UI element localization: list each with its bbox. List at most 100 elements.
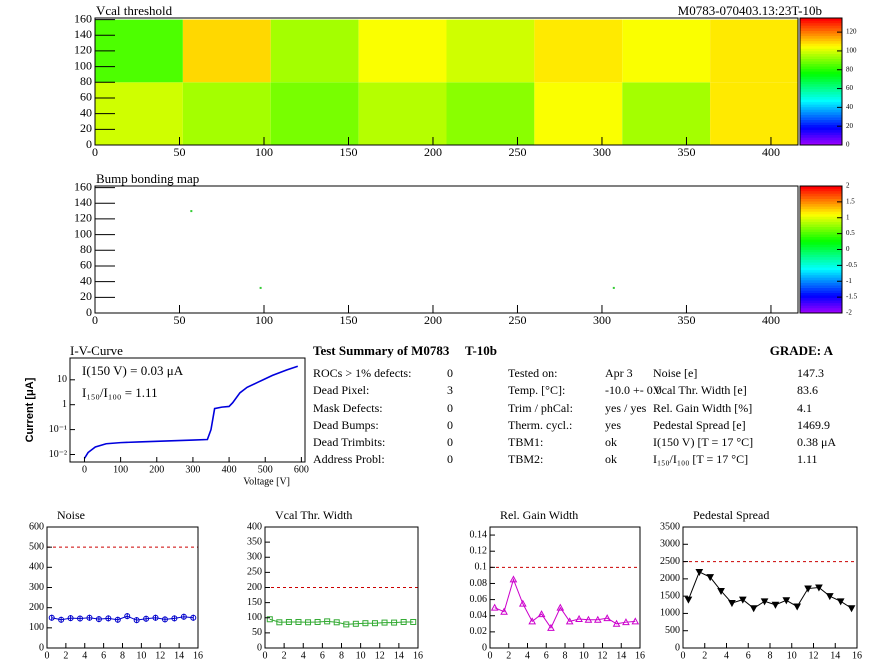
heatmap-cell xyxy=(270,19,359,83)
x-tick-label: 0 xyxy=(263,650,268,661)
colorbar-step xyxy=(800,201,842,205)
summary-value: 1.11 xyxy=(797,452,818,466)
y-tick-label: 10 xyxy=(57,374,67,385)
heatmap-cell xyxy=(446,19,535,83)
summary-value: 0 xyxy=(447,366,453,380)
y-tick-label: 60 xyxy=(80,258,92,272)
colorbar-step xyxy=(800,96,842,100)
colorbar-step xyxy=(800,109,842,113)
colorbar-step xyxy=(800,287,842,291)
colorbar-step xyxy=(800,292,842,296)
y-tick-label: 2000 xyxy=(660,573,680,584)
colorbar-step xyxy=(800,241,842,245)
marker xyxy=(847,605,856,613)
marker xyxy=(509,575,518,583)
y-tick-label: 10⁻¹ xyxy=(49,424,67,435)
summary-label: ROCs > 1% defects: xyxy=(313,366,411,380)
marker xyxy=(717,587,725,596)
y-tick-label: 500 xyxy=(29,541,44,552)
colorbar-step xyxy=(800,106,842,110)
x-tick-label: 8 xyxy=(768,650,773,661)
chart-title: Vcal threshold xyxy=(96,3,173,18)
colorbar-step xyxy=(800,295,842,299)
colorbar-step xyxy=(800,307,842,311)
marker xyxy=(593,615,602,623)
y-tick-label: 40 xyxy=(80,105,92,119)
marker xyxy=(612,619,621,627)
y-tick-label: 140 xyxy=(74,195,92,209)
marker xyxy=(793,603,802,611)
x-tick-label: 6 xyxy=(746,650,751,661)
summary-label: I(150 V) [T = 17 °C] xyxy=(653,435,753,449)
x-tick-label: 14 xyxy=(830,650,840,661)
plot-frame xyxy=(69,357,306,463)
colorbar-step xyxy=(800,139,842,143)
colorbar-step xyxy=(800,23,842,26)
colorbar-step xyxy=(800,211,842,215)
x-tick-label: 2 xyxy=(63,650,68,661)
x-tick-label: 200 xyxy=(424,145,442,159)
x-tick-label: 150 xyxy=(339,145,357,159)
x-tick-label: 16 xyxy=(413,650,423,661)
colorbar-step xyxy=(800,234,842,238)
x-tick-label: 150 xyxy=(339,313,357,327)
chart-title: Bump bonding map xyxy=(96,171,199,186)
summary-value: yes xyxy=(605,418,621,432)
marker xyxy=(738,596,747,604)
y-tick-label: 60 xyxy=(80,90,92,104)
x-tick-label: 2 xyxy=(506,650,511,661)
x-tick-label: 2 xyxy=(702,650,707,661)
y-tick-label: 500 xyxy=(665,625,680,636)
marker xyxy=(58,616,65,623)
x-tick-label: 8 xyxy=(563,650,568,661)
chart-title: I-V-Curve xyxy=(70,343,123,358)
summary-label: Dead Bumps: xyxy=(313,418,379,432)
x-tick-label: 16 xyxy=(852,650,862,661)
colorbar-step xyxy=(800,122,842,125)
colorbar-step xyxy=(800,124,842,128)
colorbar-step xyxy=(800,203,842,207)
plot-frame xyxy=(94,17,799,146)
data-line xyxy=(83,365,299,459)
colorbar-step xyxy=(800,63,842,67)
colorbar-step xyxy=(800,20,842,24)
y-tick-label: 300 xyxy=(247,552,262,563)
colorbar-step xyxy=(800,249,842,253)
colorbar-step xyxy=(800,221,842,225)
x-tick-label: 50 xyxy=(173,313,185,327)
colorbar-step xyxy=(800,236,842,240)
heatmap-cell xyxy=(534,19,623,83)
x-tick-label: 10 xyxy=(136,650,146,661)
colorbar-step xyxy=(800,40,842,44)
y-tick-label: 600 xyxy=(29,521,44,532)
heatmap-cell xyxy=(710,82,798,145)
heatmap-cell xyxy=(358,19,447,83)
colorbar-step xyxy=(800,262,842,266)
summary-label: Trim / phCal: xyxy=(508,401,573,415)
x-tick-label: 10 xyxy=(356,650,366,661)
colorbar-label: 60 xyxy=(846,84,854,92)
marker xyxy=(584,615,593,623)
colorbar-step xyxy=(800,297,842,301)
colorbar-step xyxy=(800,101,842,105)
colorbar-step xyxy=(800,81,842,85)
colorbar-label: 2 xyxy=(846,182,850,190)
x-tick-label: 0 xyxy=(488,650,493,661)
y-tick-label: 1000 xyxy=(660,608,680,619)
summary-label: Rel. Gain Width [%] xyxy=(653,401,752,415)
y-tick-label: 0 xyxy=(39,642,44,653)
summary-value: 4.1 xyxy=(797,401,812,415)
summary-grade: GRADE: A xyxy=(770,343,834,358)
heatmap-cell xyxy=(446,82,535,145)
colorbar-step xyxy=(800,61,842,65)
marker xyxy=(537,610,546,618)
marker xyxy=(565,617,574,625)
x-tick-label: 4 xyxy=(525,650,530,661)
colorbar-step xyxy=(800,186,842,189)
colorbar-label: 0 xyxy=(846,141,850,149)
y-tick-label: 40 xyxy=(80,273,92,287)
x-tick-label: 12 xyxy=(809,650,819,661)
summary-label: Dead Trimbits: xyxy=(313,435,385,449)
marker xyxy=(333,619,340,626)
y-tick-label: 400 xyxy=(247,521,262,532)
